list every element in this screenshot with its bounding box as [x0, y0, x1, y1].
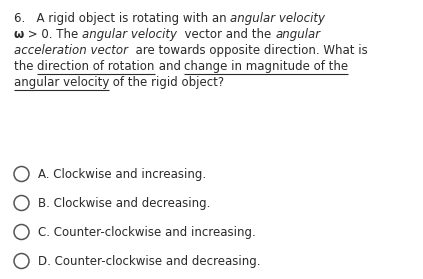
Text: A. Clockwise and increasing.: A. Clockwise and increasing.: [38, 168, 206, 181]
Text: change in magnitude of the: change in magnitude of the: [184, 60, 349, 73]
Text: the: the: [14, 60, 37, 73]
Text: 6.   A rigid object is rotating with an: 6. A rigid object is rotating with an: [14, 12, 231, 25]
Text: ω: ω: [14, 28, 24, 41]
Text: D. Counter-clockwise and decreasing.: D. Counter-clockwise and decreasing.: [38, 255, 261, 268]
Text: of the rigid object?: of the rigid object?: [110, 76, 225, 89]
Text: are towards opposite direction. What is: are towards opposite direction. What is: [128, 44, 368, 57]
Text: angular: angular: [275, 28, 320, 41]
Text: direction of rotation: direction of rotation: [37, 60, 155, 73]
Text: angular velocity: angular velocity: [82, 28, 177, 41]
Text: and: and: [155, 60, 184, 73]
Text: vector and the: vector and the: [177, 28, 275, 41]
Text: acceleration vector: acceleration vector: [14, 44, 128, 57]
Text: angular velocity: angular velocity: [231, 12, 325, 25]
Text: > 0. The: > 0. The: [24, 28, 82, 41]
Text: C. Counter-clockwise and increasing.: C. Counter-clockwise and increasing.: [38, 226, 256, 239]
Text: angular velocity: angular velocity: [14, 76, 110, 89]
Text: B. Clockwise and decreasing.: B. Clockwise and decreasing.: [38, 197, 210, 210]
